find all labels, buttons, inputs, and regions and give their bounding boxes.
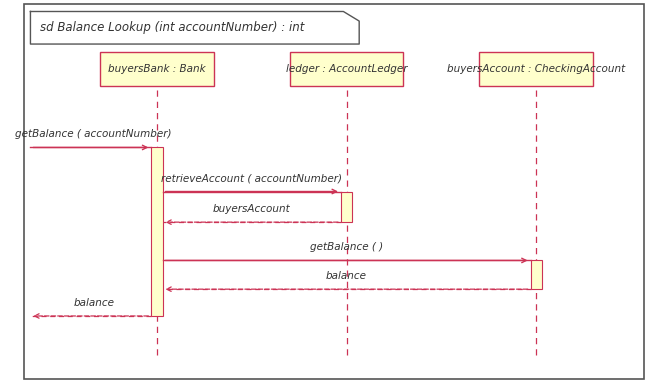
Text: getBalance ( accountNumber): getBalance ( accountNumber) <box>16 129 172 139</box>
Text: ledger : AccountLedger: ledger : AccountLedger <box>286 64 408 74</box>
Bar <box>341 192 352 222</box>
Text: balance: balance <box>73 298 114 308</box>
Bar <box>290 52 404 86</box>
Text: buyersAccount : CheckingAccount: buyersAccount : CheckingAccount <box>447 64 625 74</box>
Text: balance: balance <box>326 271 367 281</box>
Bar <box>151 147 162 316</box>
Bar <box>100 52 214 86</box>
Text: getBalance ( ): getBalance ( ) <box>310 242 383 252</box>
Polygon shape <box>31 11 359 44</box>
Bar <box>479 52 593 86</box>
Text: sd Balance Lookup (int accountNumber) : int: sd Balance Lookup (int accountNumber) : … <box>40 21 304 34</box>
Text: retrieveAccount ( accountNumber): retrieveAccount ( accountNumber) <box>161 173 342 183</box>
Text: buyersBank : Bank: buyersBank : Bank <box>108 64 205 74</box>
Text: buyersAccount: buyersAccount <box>213 204 291 214</box>
Bar <box>530 260 542 289</box>
